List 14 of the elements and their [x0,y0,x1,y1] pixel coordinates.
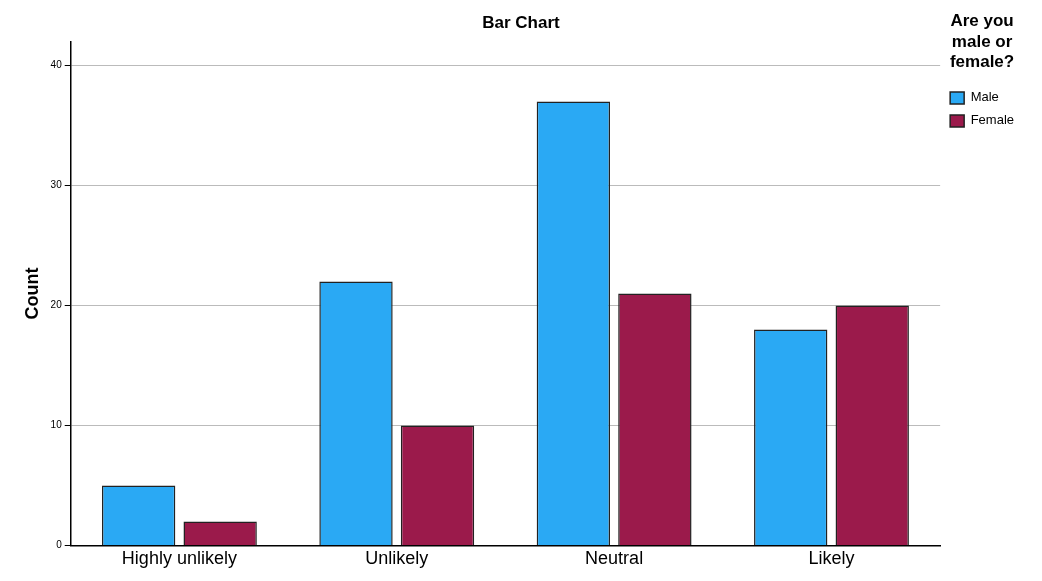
y-tick-label: 30 [50,179,63,191]
legend-title: Are you male or female? [949,11,1015,71]
y-axis-title: Count [21,267,42,320]
y-tick-label: 40 [50,59,63,71]
x-tick-label: Likely [808,548,855,569]
x-tick-label: Unlikely [365,548,429,569]
x-tick-label: Highly unlikely [121,548,237,569]
legend-label: Male [970,89,999,105]
y-tick-label: 0 [56,539,63,551]
chart-title: Bar Chart [482,12,561,32]
x-tick-label: Neutral [585,548,644,569]
y-tick-label: 20 [50,299,63,311]
y-tick-label: 10 [50,419,63,431]
legend-label: Female [970,112,1015,128]
